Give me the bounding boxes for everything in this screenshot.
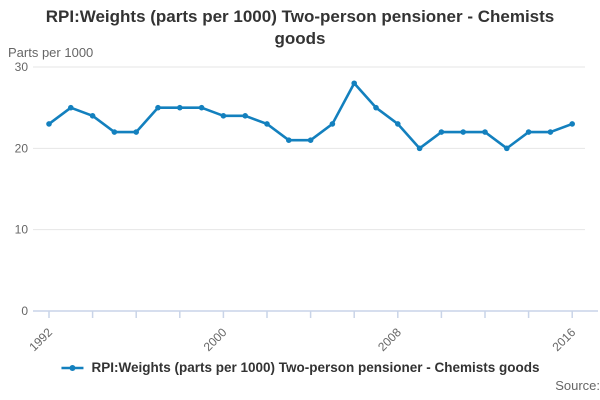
data-point-1994[interactable] xyxy=(89,113,96,119)
y-tick-label-30: 30 xyxy=(15,60,29,74)
x-tick-label-2000: 2000 xyxy=(201,325,230,354)
data-point-1993[interactable] xyxy=(68,104,74,111)
y-axis-title: Parts per 1000 xyxy=(8,45,94,60)
line-chart-plot-area: 0 10 20 30 1992 2000 2008 2016 xyxy=(15,60,598,354)
data-point-2000[interactable] xyxy=(220,113,227,119)
data-point-1996[interactable] xyxy=(133,129,139,135)
data-point-2013[interactable] xyxy=(504,145,510,152)
data-point-2016[interactable] xyxy=(569,121,575,127)
data-point-2003[interactable] xyxy=(286,137,292,144)
data-point-2001[interactable] xyxy=(242,113,248,119)
data-point-2015[interactable] xyxy=(547,129,554,135)
data-point-1998[interactable] xyxy=(177,104,183,111)
legend-item[interactable]: RPI:Weights (parts per 1000) Two-person … xyxy=(60,360,540,375)
legend-line-marker-icon xyxy=(61,364,84,371)
data-point-2004[interactable] xyxy=(307,137,314,144)
data-point-2002[interactable] xyxy=(264,121,270,127)
data-point-2011[interactable] xyxy=(460,129,467,135)
data-point-1995[interactable] xyxy=(111,129,118,135)
data-point-2014[interactable] xyxy=(525,129,532,135)
y-tick-label-10: 10 xyxy=(15,223,29,237)
x-tick-label-2008: 2008 xyxy=(375,325,404,354)
data-point-1992[interactable] xyxy=(46,121,52,127)
data-point-2007[interactable] xyxy=(373,104,379,111)
data-point-2009[interactable] xyxy=(416,145,423,152)
data-point-2012[interactable] xyxy=(482,129,488,135)
x-tick-label-1992: 1992 xyxy=(26,325,55,354)
data-point-1997[interactable] xyxy=(155,104,161,111)
source-label: Source: xyxy=(555,378,600,393)
data-point-2005[interactable] xyxy=(329,121,336,127)
y-tick-label-0: 0 xyxy=(21,304,28,318)
data-point-2010[interactable] xyxy=(438,129,445,135)
chart-title: RPI:Weights (parts per 1000) Two-person … xyxy=(45,7,555,49)
x-tick-label-2016: 2016 xyxy=(550,325,579,354)
data-point-2006[interactable] xyxy=(351,80,358,87)
legend-series-label: RPI:Weights (parts per 1000) Two-person … xyxy=(91,360,540,375)
data-point-2008[interactable] xyxy=(395,121,401,127)
y-tick-label-20: 20 xyxy=(15,141,29,155)
data-point-1999[interactable] xyxy=(198,104,205,111)
